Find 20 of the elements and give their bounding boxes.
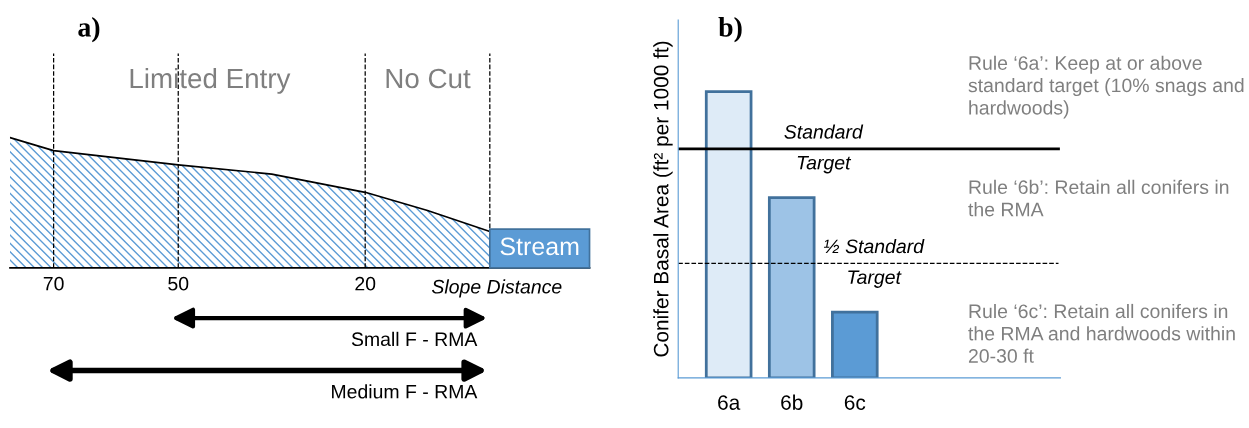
ref-line-label: ½ Standard Target [823,238,925,288]
x-tick-label: 6c [844,395,866,410]
x-tick-label: 20 [355,276,376,291]
text: Medium F - RMA [332,384,478,399]
annotation: Stream [500,237,579,256]
text: Limited Entry [130,67,291,94]
text: No Cut [386,68,471,89]
x-tick-label: 70 [43,276,64,291]
ref-line-label: Standard Target [784,124,864,174]
text: Rule ‘6c’: Retain all conifers in the RMA and hardwoods within 20-30 ft [968,303,1235,363]
x-tick-label: 50 [168,276,189,291]
x-tick-label: 6b [781,394,803,410]
text: Small F - RMA [351,331,478,347]
x-tick-label: 6a [718,395,741,410]
x-axis-title: Slope Distance [431,279,562,298]
text: Rule ‘6a’: Keep at or above standard target (10% snags and hardwoods) [968,55,1244,119]
chart-title: a) [78,17,100,43]
chart-title: b) [718,17,742,43]
y-axis-title: Conifer Basal Area (ft² per 1000 ft) [653,41,673,357]
text: Rule ‘6b’: Retain all conifers in the RMA [968,179,1229,217]
